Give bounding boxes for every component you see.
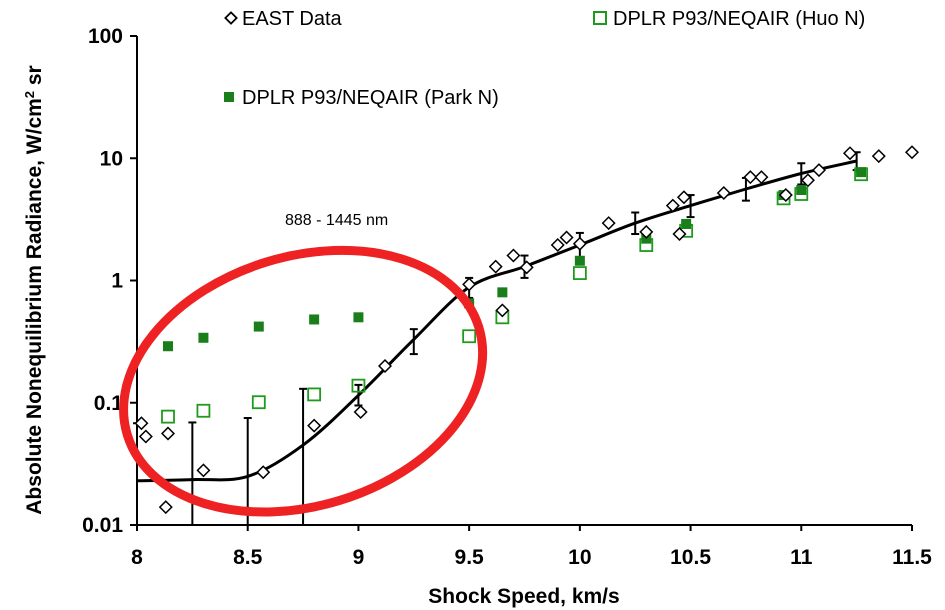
- data-point-east: [676, 190, 691, 205]
- y-tick-label: 1: [111, 270, 123, 293]
- x-tick-label: 10: [568, 546, 591, 569]
- data-point-huo: [196, 403, 211, 418]
- legend-item-huo: DPLR P93/NEQAIR (Huo N): [593, 8, 865, 30]
- data-point-east: [871, 149, 886, 164]
- data-point-huo: [307, 387, 322, 402]
- x-tick-label: 9.5: [455, 546, 485, 569]
- axes: [136, 36, 912, 526]
- data-point-east: [160, 426, 176, 441]
- error-bars: [133, 151, 861, 525]
- y-tick-label: 0.1: [94, 392, 124, 415]
- wavelength-annotation: 888 - 1445 nm: [285, 212, 388, 229]
- data-point-east: [506, 248, 521, 263]
- data-point-east: [904, 145, 920, 160]
- data-point-east: [488, 259, 503, 274]
- data-point-east: [377, 358, 393, 373]
- data-point-east: [672, 227, 687, 242]
- data-point-park: [253, 321, 264, 332]
- data-point-huo: [572, 266, 587, 280]
- data-point-park: [681, 218, 692, 229]
- data-point-east: [665, 198, 680, 213]
- data-point-east: [307, 418, 322, 433]
- data-point-east: [601, 216, 616, 231]
- data-point-east: [754, 170, 769, 185]
- legend-marker-east: [224, 11, 238, 25]
- data-point-east: [800, 173, 815, 188]
- data-point-park: [353, 312, 364, 323]
- data-point-east: [196, 463, 211, 478]
- data-point-park: [309, 314, 320, 325]
- x-axis-title: Shock Speed, km/s: [428, 585, 619, 608]
- legend: EAST Data DPLR P93/NEQAIR (Huo N) DPLR P…: [224, 8, 865, 109]
- data-point-east: [353, 405, 368, 420]
- data-point-east: [842, 146, 858, 161]
- data-point-park: [574, 255, 585, 266]
- y-tick-label: 100: [88, 25, 123, 48]
- data-point-east: [519, 260, 534, 275]
- data-point-huo: [251, 395, 266, 410]
- data-point-park: [163, 341, 173, 352]
- y-axis-title-tail: sr: [23, 65, 46, 91]
- x-tick-label: 10.5: [670, 546, 711, 569]
- data-point-huo: [161, 409, 175, 424]
- x-ticks: 8 8.5 9 9.5 10 10.5 11 11.5: [131, 525, 932, 569]
- data-point-east: [495, 303, 510, 318]
- legend-item-east: EAST Data: [224, 8, 343, 30]
- x-tick-label: 11.5: [892, 546, 932, 569]
- x-tick-label: 11: [790, 546, 813, 569]
- legend-marker-park: [224, 92, 234, 102]
- data-point-park: [856, 167, 867, 178]
- x-tick-label: 9: [353, 546, 365, 569]
- series-diamond-open: [134, 145, 920, 515]
- legend-marker-huo: [593, 11, 607, 25]
- data-point-east: [559, 230, 574, 245]
- data-point-east: [811, 163, 827, 178]
- data-point-park: [497, 287, 508, 298]
- y-tick-label: 0.01: [82, 514, 123, 537]
- data-point-east: [462, 277, 477, 292]
- x-tick-label: 8.5: [233, 546, 263, 569]
- data-point-east: [743, 170, 758, 185]
- legend-label-park: DPLR P93/NEQAIR (Park N): [242, 87, 499, 109]
- y-axis-title: Absolute Nonequilibrium Radiance, W/cm2 …: [22, 65, 46, 514]
- data-point-east: [158, 500, 173, 515]
- legend-item-park: DPLR P93/NEQAIR (Park N): [224, 87, 499, 109]
- highlight-ellipse: [119, 245, 488, 517]
- fit-curve: [136, 159, 857, 483]
- legend-label-huo: DPLR P93/NEQAIR (Huo N): [613, 8, 865, 30]
- data-point-east: [256, 465, 271, 480]
- y-tick-label: 10: [100, 147, 123, 170]
- x-tick-label: 8: [131, 546, 143, 569]
- data-point-east: [639, 224, 654, 239]
- data-point-east: [134, 416, 149, 431]
- series-square-open: [161, 167, 868, 424]
- data-point-east: [572, 236, 587, 251]
- data-point-huo: [351, 378, 366, 393]
- data-point-east: [550, 238, 565, 253]
- series-layer: [134, 145, 920, 515]
- data-point-east: [778, 188, 793, 203]
- y-axis-title-main: Absolute Nonequilibrium Radiance, W/cm: [23, 98, 46, 515]
- data-point-park: [198, 332, 209, 343]
- y-axis-title-superscript: 2: [22, 91, 37, 98]
- data-point-park: [796, 184, 807, 195]
- y-ticks: 0.01 0.1 1 10 100: [82, 25, 137, 537]
- data-point-east: [138, 429, 153, 444]
- legend-label-east: EAST Data: [242, 8, 343, 30]
- data-point-huo: [462, 329, 477, 344]
- data-point-east: [716, 185, 731, 200]
